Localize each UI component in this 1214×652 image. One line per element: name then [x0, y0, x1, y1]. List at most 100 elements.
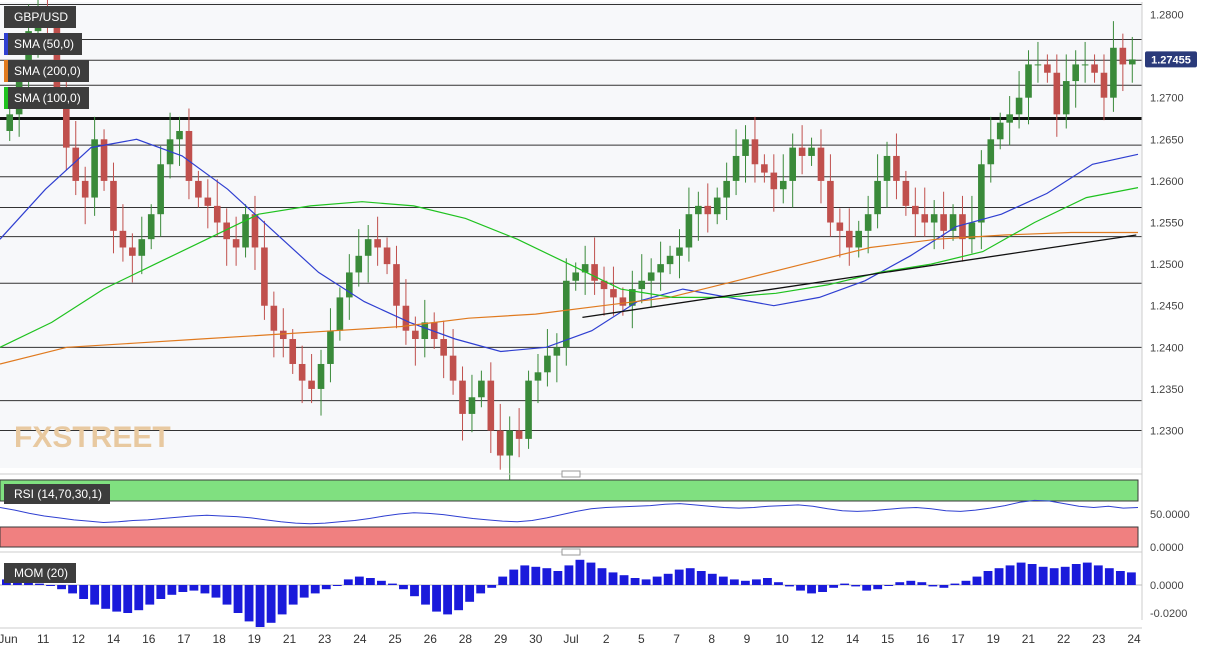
mom-bar [531, 566, 541, 585]
mom-bar [1038, 566, 1048, 585]
mom-bar [443, 585, 452, 615]
mom-bar [542, 568, 552, 585]
candle-body [459, 380, 466, 414]
mom-bar [774, 582, 783, 585]
mom-bar [884, 585, 894, 586]
mom-bar [785, 585, 794, 587]
date-axis-tick: 28 [459, 632, 473, 646]
date-axis-tick: 16 [142, 632, 156, 646]
mom-bar [994, 568, 1004, 585]
mom-bar [200, 585, 210, 594]
candle-body [1091, 64, 1098, 73]
date-axis-tick: 16 [916, 632, 930, 646]
date-axis-tick: 15 [881, 632, 895, 646]
candle-body [921, 214, 929, 223]
current-price-label: 1.27455 [1151, 54, 1191, 66]
candle-body [789, 147, 796, 181]
candle-body [779, 180, 787, 190]
mom-bar [178, 585, 188, 592]
mom-bar [388, 583, 397, 585]
mom-bar [553, 571, 563, 585]
candle-body [1119, 47, 1127, 65]
mom-bar [674, 569, 684, 585]
mom-bar [145, 585, 155, 605]
sma-100-tag[interactable]: SMA (100,0) [4, 87, 89, 109]
date-axis-tick: 14 [846, 632, 860, 646]
candle-body [902, 180, 910, 206]
mom-axis-tick: -0.0200 [1150, 608, 1187, 620]
date-axis-tick: 21 [283, 632, 297, 646]
mom-bar [1027, 564, 1037, 585]
candle-body [374, 239, 381, 248]
panel-resize-handle [561, 470, 581, 478]
mom-bar [829, 585, 839, 588]
rsi-label: RSI (14,70,30,1) [14, 487, 103, 501]
date-axis-tick: 29 [494, 632, 508, 646]
price-axis-tick: 1.2650 [1150, 134, 1184, 146]
candle-body [327, 330, 334, 364]
mom-bar [608, 572, 618, 585]
date-axis-tick: 24 [1127, 632, 1141, 646]
candle-body [657, 264, 664, 273]
candle-body [1006, 114, 1013, 123]
candle-body [449, 355, 457, 381]
candle-body [978, 164, 985, 223]
candle-body [723, 180, 730, 198]
sma-100-label: SMA (100,0) [14, 91, 81, 105]
mom-bar [939, 585, 949, 588]
mom-bar [707, 573, 717, 585]
mom-bar [575, 559, 585, 585]
candle-body [836, 222, 844, 231]
mom-bar [895, 582, 905, 585]
candle-body [534, 372, 542, 381]
candle-body [562, 280, 570, 348]
mom-bar [46, 585, 55, 586]
candle-body [544, 355, 551, 373]
rsi-overbought-zone [0, 479, 1139, 502]
sma-200-tag[interactable]: SMA (200,0) [4, 60, 89, 82]
candle-body [468, 397, 476, 414]
candle-body [110, 180, 117, 231]
candle-body [440, 339, 447, 356]
candle-body [572, 272, 580, 281]
candle-body [355, 255, 363, 273]
candle-body [119, 230, 127, 248]
mom-bar [763, 578, 772, 585]
mom-bar [851, 585, 861, 587]
date-axis-tick: 14 [107, 632, 121, 646]
candle-body [393, 264, 400, 306]
mom-bar [156, 585, 166, 599]
candle-body [289, 339, 297, 364]
mom-bar [906, 580, 916, 585]
mom-bar [399, 585, 408, 590]
date-axis-tick: 24 [353, 632, 367, 646]
candle-body [1053, 72, 1061, 115]
mom-bar [376, 580, 386, 585]
candle-body [591, 264, 598, 281]
symbol-tag[interactable]: GBP/USD [4, 6, 77, 28]
candle-body [308, 380, 315, 389]
mom-bar [641, 579, 651, 585]
candle-body [402, 305, 410, 331]
date-axis-tick: 11 [37, 632, 50, 646]
price-axis-tick: 1.2450 [1150, 301, 1184, 313]
sma-200-label: SMA (200,0) [14, 64, 81, 78]
mom-bar [454, 585, 464, 611]
candle-body [695, 205, 702, 215]
price-axis-tick: 1.2500 [1150, 259, 1184, 271]
support-trendline [582, 234, 1137, 319]
mom-bar [1115, 571, 1125, 585]
date-axis-tick: 12 [811, 632, 825, 646]
rsi-tag[interactable]: RSI (14,70,30,1) [4, 484, 111, 504]
mom-bar [134, 585, 144, 611]
candle-body [827, 180, 834, 223]
mom-bar [222, 585, 232, 605]
sma-50-tag[interactable]: SMA (50,0) [4, 33, 83, 55]
date-axis-tick: 5 [638, 632, 645, 646]
candle-body [430, 322, 438, 340]
candle-body [1062, 81, 1070, 115]
mom-tag[interactable]: MOM (20) [4, 563, 76, 583]
price-axis-tick: 1.2700 [1150, 93, 1184, 105]
candle-body [996, 122, 1004, 140]
